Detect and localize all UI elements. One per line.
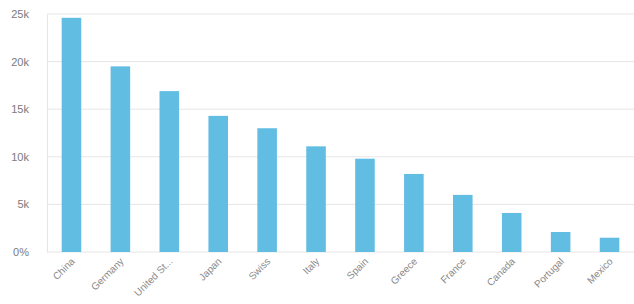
bar xyxy=(257,128,277,252)
grid-line xyxy=(47,156,634,157)
bar xyxy=(600,238,620,252)
bar xyxy=(355,159,375,252)
grid-line xyxy=(47,204,634,205)
bar xyxy=(306,146,326,252)
y-tick-label: 15k xyxy=(11,103,29,115)
y-tick-label: 5k xyxy=(17,198,29,210)
y-tick-label: 10k xyxy=(11,151,29,163)
y-tick-label: 20k xyxy=(11,56,29,68)
x-tick: Germany xyxy=(89,252,126,292)
y-tick: 25k xyxy=(11,8,47,20)
bar xyxy=(160,91,180,252)
y-tick: 20k xyxy=(11,56,47,68)
x-tick-label: Japan xyxy=(197,256,224,283)
grid xyxy=(47,14,634,252)
grid-line xyxy=(47,14,634,15)
x-tick-label: China xyxy=(51,255,78,282)
x-axis-line xyxy=(48,252,634,253)
x-tick-label: Spain xyxy=(345,256,371,282)
x-tick-label: Greece xyxy=(388,255,419,286)
x-tick-label: United St... xyxy=(132,256,175,299)
bars xyxy=(62,18,620,252)
x-tick: United St... xyxy=(132,252,175,298)
x-tick: China xyxy=(51,252,78,282)
x-tick: Canada xyxy=(485,252,518,288)
y-tick-label: 0% xyxy=(13,246,29,258)
chart: 0% 5k 10k 15k 20k 25k China GermanyUnited St...… xyxy=(0,0,634,304)
bar xyxy=(453,195,473,252)
x-tick-label: Mexico xyxy=(585,255,615,285)
grid-line xyxy=(47,109,634,110)
x-tick-label: Germany xyxy=(89,256,126,293)
x-tick: Swiss xyxy=(246,252,272,282)
x-axis: China GermanyUnited St... Japan Swiss Italy S… xyxy=(48,252,634,298)
y-axis-line xyxy=(47,15,48,253)
y-tick: 0% xyxy=(13,246,47,258)
x-tick: France xyxy=(438,252,468,285)
x-tick: Japan xyxy=(197,252,224,283)
x-tick: Greece xyxy=(388,252,419,287)
y-axis: 0% 5k 10k 15k 20k 25k xyxy=(11,8,47,258)
grid-line xyxy=(47,61,634,62)
x-tick: Italy xyxy=(301,252,322,276)
bar xyxy=(551,232,571,252)
bar xyxy=(502,213,522,252)
grid-line xyxy=(47,252,634,253)
bar xyxy=(404,174,424,252)
bar xyxy=(62,18,82,252)
y-tick-label: 25k xyxy=(11,8,29,20)
bar xyxy=(208,116,228,252)
x-tick: Portugal xyxy=(532,252,566,290)
x-tick-label: Swiss xyxy=(246,256,272,282)
x-tick: Spain xyxy=(345,252,371,282)
x-tick: Mexico xyxy=(585,252,615,286)
x-tick-label: Canada xyxy=(485,255,518,288)
y-tick: 15k xyxy=(11,103,47,115)
x-tick-label: Portugal xyxy=(532,256,566,290)
bar xyxy=(111,66,131,252)
x-tick-label: France xyxy=(438,255,468,285)
y-tick: 10k xyxy=(11,151,47,163)
y-tick: 5k xyxy=(17,198,47,210)
x-tick-label: Italy xyxy=(301,256,322,277)
